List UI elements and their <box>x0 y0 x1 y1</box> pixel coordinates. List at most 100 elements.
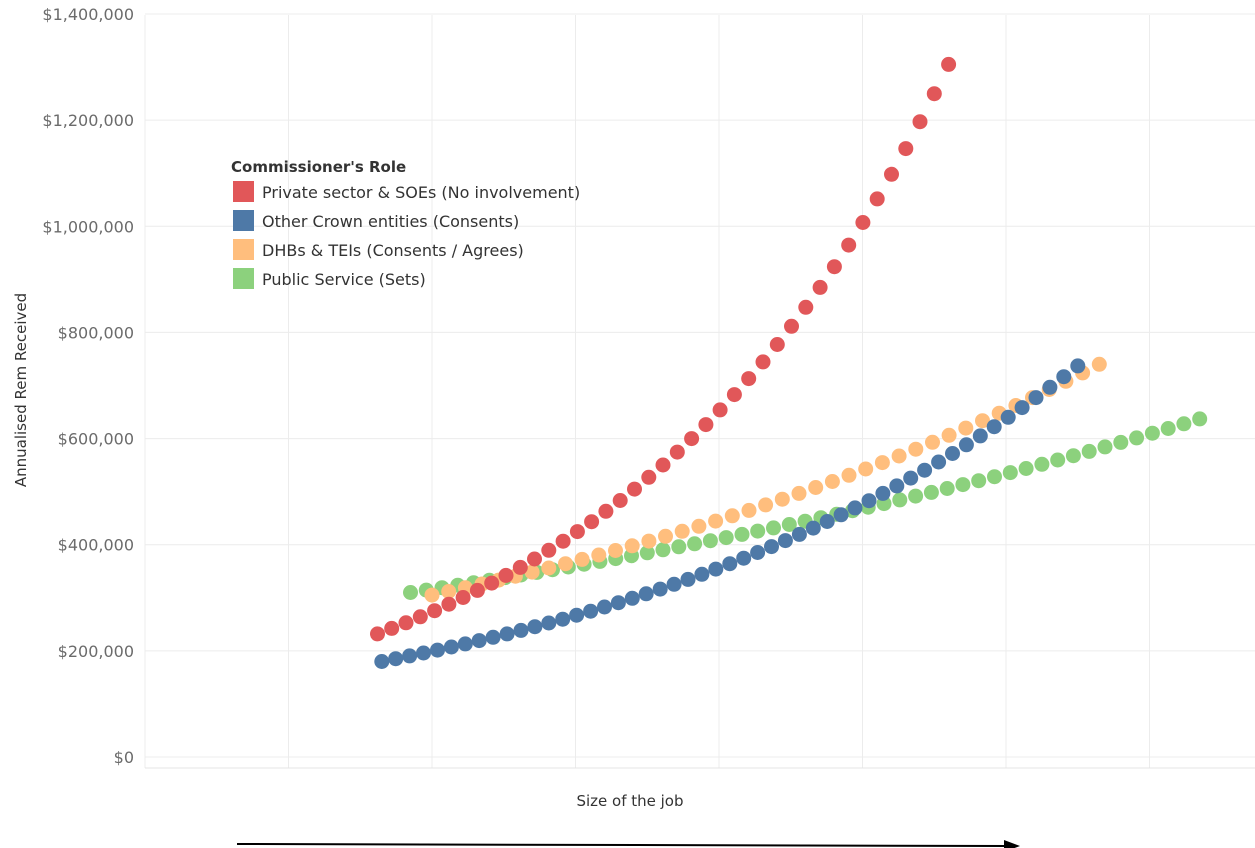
data-point <box>912 114 928 130</box>
data-point <box>1028 390 1044 406</box>
data-point <box>638 586 654 602</box>
data-point <box>555 611 571 627</box>
data-point <box>512 559 528 575</box>
data-point <box>708 561 724 577</box>
data-point <box>808 480 824 495</box>
data-point <box>610 595 626 611</box>
data-point <box>708 513 724 529</box>
data-point <box>403 585 418 600</box>
data-point <box>541 560 557 576</box>
legend-swatch <box>233 268 254 289</box>
data-point <box>1070 358 1086 374</box>
y-tick-label: $200,000 <box>58 642 134 661</box>
data-point <box>669 444 685 460</box>
data-point <box>558 556 573 572</box>
data-point <box>855 215 871 230</box>
data-point <box>608 543 623 558</box>
data-point <box>430 642 445 658</box>
data-point <box>388 651 404 667</box>
data-point <box>370 626 385 642</box>
data-point <box>889 478 905 494</box>
data-point <box>624 538 640 554</box>
x-axis-arrow <box>236 840 1020 848</box>
data-point <box>908 488 924 504</box>
data-point <box>658 528 673 544</box>
data-point <box>1144 425 1160 441</box>
data-point <box>791 485 807 501</box>
data-point <box>766 520 781 536</box>
data-point <box>986 419 1002 435</box>
data-point <box>741 502 757 518</box>
data-point <box>824 474 840 489</box>
data-point <box>724 508 740 524</box>
data-point <box>641 469 657 485</box>
data-point <box>652 581 668 597</box>
data-point <box>441 584 457 599</box>
data-point <box>384 620 400 636</box>
data-point <box>469 582 485 598</box>
legend-title: Commissioner's Role <box>231 158 406 176</box>
data-point <box>712 402 728 418</box>
data-point <box>641 533 657 549</box>
data-point <box>774 491 790 507</box>
data-point <box>597 599 612 615</box>
data-point <box>627 481 642 497</box>
data-point <box>917 462 933 478</box>
legend-swatch <box>233 210 254 231</box>
series-0 <box>370 56 957 642</box>
data-point <box>718 530 734 546</box>
data-point <box>455 590 471 605</box>
data-point <box>798 299 814 315</box>
data-point <box>1000 409 1016 425</box>
series-2 <box>424 356 1107 603</box>
data-point <box>941 56 957 72</box>
data-point <box>574 551 590 567</box>
data-point <box>750 545 766 560</box>
data-point <box>805 520 821 536</box>
data-point <box>485 629 501 645</box>
y-tick-label: $1,000,000 <box>42 217 134 236</box>
data-point <box>1050 452 1066 468</box>
data-point <box>875 485 891 501</box>
data-point <box>1192 411 1208 427</box>
data-point <box>1160 421 1176 436</box>
legend: Commissioner's Role Private sector & SOE… <box>231 158 580 289</box>
y-tick-label: $400,000 <box>58 536 134 555</box>
data-point <box>892 492 908 508</box>
data-point <box>398 615 414 631</box>
x-axis-label: Size of the job <box>576 792 683 810</box>
data-point <box>402 648 418 664</box>
data-point <box>691 518 707 534</box>
data-point <box>687 536 703 552</box>
data-point <box>958 437 974 453</box>
data-point <box>424 587 440 603</box>
data-point <box>598 503 614 519</box>
data-point <box>726 387 742 403</box>
data-point <box>874 455 890 471</box>
data-point <box>741 371 757 387</box>
data-point <box>736 550 752 566</box>
data-point <box>674 523 690 539</box>
data-point <box>972 428 988 444</box>
data-point <box>931 454 947 470</box>
data-point <box>694 566 710 582</box>
data-point <box>612 493 628 508</box>
data-point <box>524 564 540 580</box>
y-tick-label: $600,000 <box>58 430 134 449</box>
data-point <box>750 523 766 539</box>
data-point <box>861 493 877 509</box>
data-point <box>826 259 842 275</box>
data-point <box>939 481 955 496</box>
data-point <box>624 590 640 606</box>
legend-swatch <box>233 239 254 260</box>
data-point <box>884 166 899 182</box>
data-point <box>764 539 779 555</box>
data-point <box>1081 443 1097 459</box>
data-point <box>1065 448 1081 464</box>
data-point <box>671 539 687 555</box>
data-point <box>819 514 835 529</box>
data-point <box>791 526 807 542</box>
legend-entry: Public Service (Sets) <box>262 270 426 289</box>
data-point <box>869 191 885 207</box>
y-tick-label: $800,000 <box>58 323 134 342</box>
